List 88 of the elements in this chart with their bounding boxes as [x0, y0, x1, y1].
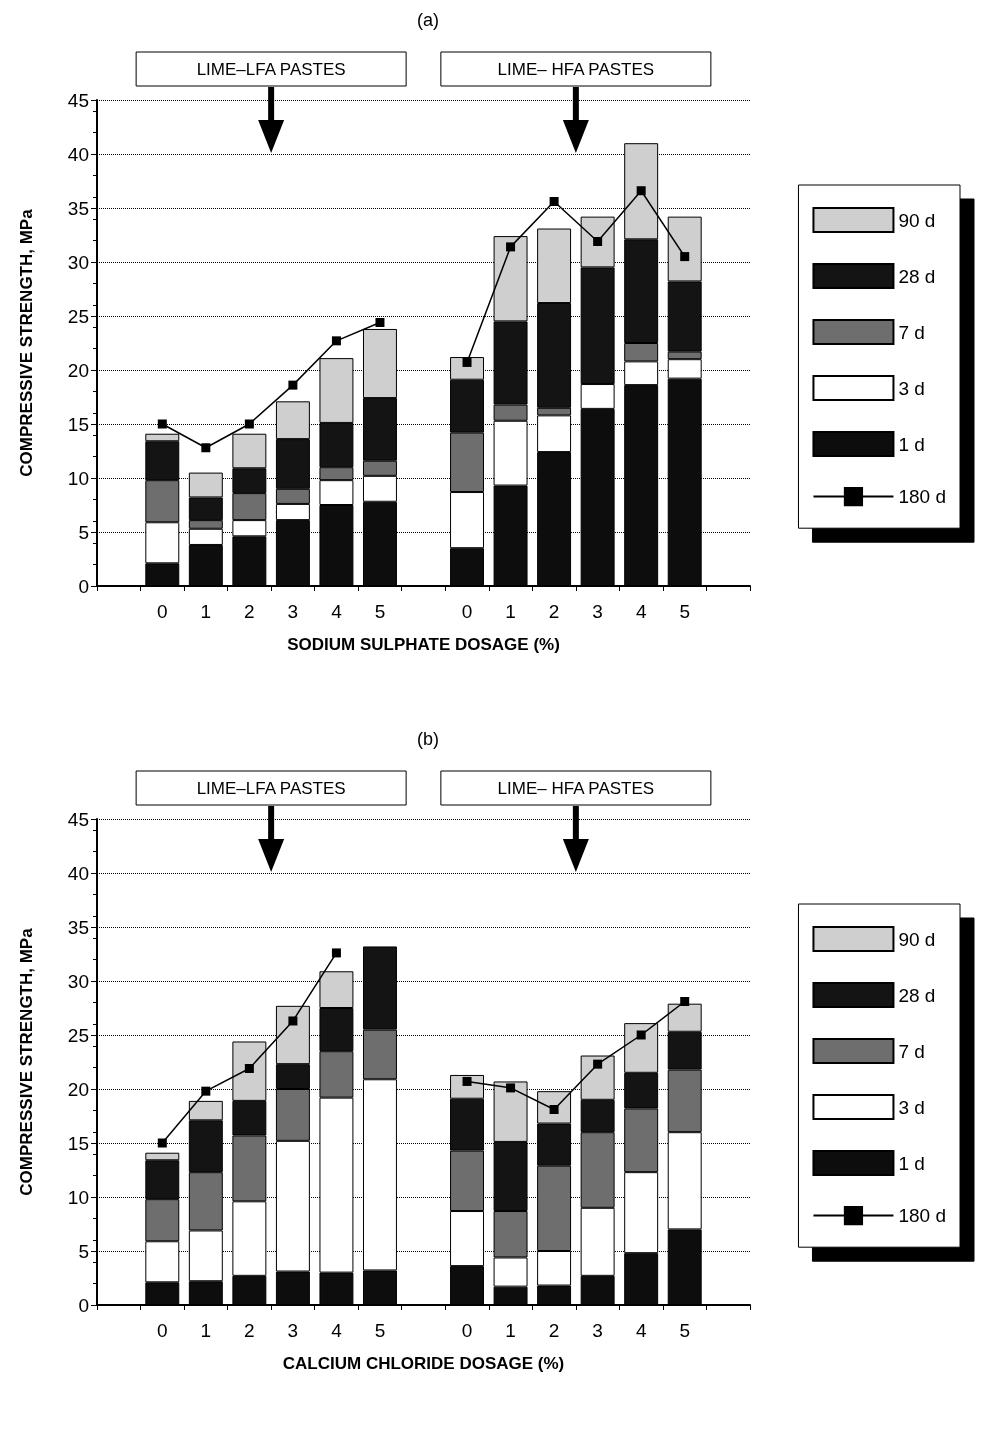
y-tick-label: 20 [67, 1078, 89, 1100]
x-tick-label: 4 [635, 601, 647, 622]
legend-label: 7 d [898, 321, 925, 343]
point [288, 380, 298, 390]
legend-label: 7 d [898, 1040, 925, 1062]
point [462, 357, 472, 367]
x-tick-label: 5 [679, 1320, 690, 1341]
x-tick-label: 3 [287, 601, 299, 622]
y-tick-label: 25 [67, 1024, 89, 1046]
x-tick-label: 1 [505, 1320, 516, 1341]
y-tick-label: 40 [67, 143, 89, 165]
point [506, 242, 516, 252]
x-tick-label: 5 [374, 1320, 386, 1341]
legend-label: 1 d [898, 1152, 925, 1174]
chart-title: (b) [417, 729, 439, 749]
x-tick-label: 3 [592, 601, 603, 622]
legend-label: 90 d [898, 209, 936, 231]
y-tick-label: 30 [67, 970, 89, 992]
y-tick-label: 5 [78, 1240, 89, 1262]
y-tick-label: 35 [67, 916, 89, 938]
y-tick-label: 40 [67, 862, 89, 884]
x-tick-label: 1 [505, 601, 516, 622]
x-axis-title: SODIUM SULPHATE DOSAGE (%) [287, 635, 560, 654]
y-tick-label: 5 [78, 521, 89, 543]
x-tick-label: 1 [200, 601, 212, 622]
point [331, 336, 341, 346]
point [506, 1083, 516, 1093]
x-tick-label: 4 [331, 601, 343, 622]
chart-title: (a) [417, 10, 439, 30]
y-tick-label: 15 [67, 413, 89, 435]
point [244, 1063, 254, 1073]
y-tick-label: 0 [78, 575, 89, 597]
x-tick-label: 5 [374, 601, 386, 622]
text: LIME– HFA PASTES [497, 59, 655, 79]
point [680, 252, 690, 262]
y-tick-label: 15 [67, 1132, 89, 1154]
y-tick-label: 10 [67, 1186, 89, 1208]
x-tick-label: 3 [287, 1320, 299, 1341]
point [462, 1076, 472, 1086]
point [636, 186, 646, 196]
legend-label: 180 d [898, 486, 946, 508]
point [157, 419, 167, 429]
text: LIME–LFA PASTES [196, 59, 346, 79]
legend-label: 3 d [898, 377, 925, 399]
x-tick-label: 0 [157, 1320, 168, 1341]
y-tick-label: 25 [67, 305, 89, 327]
point [375, 317, 385, 327]
legend-label: 90 d [898, 928, 936, 950]
point [288, 1016, 298, 1026]
y-tick-label: 10 [67, 467, 89, 489]
text: LIME–LFA PASTES [196, 778, 346, 798]
x-tick-label: 4 [331, 1320, 343, 1341]
y-tick-label: 0 [78, 1294, 89, 1316]
point [636, 1030, 646, 1040]
x-tick-label: 2 [244, 601, 255, 622]
x-tick-label: 2 [244, 1320, 255, 1341]
point [593, 1059, 603, 1069]
legend-label: 28 d [898, 984, 936, 1006]
y-tick-label: 45 [67, 808, 89, 830]
x-tick-label: 2 [548, 601, 560, 622]
x-tick-label: 5 [679, 601, 690, 622]
legend-label: 28 d [898, 265, 936, 287]
x-tick-label: 3 [592, 1320, 603, 1341]
x-tick-label: 0 [157, 601, 168, 622]
point [157, 1138, 167, 1148]
y-axis-title: COMPRESSIVE STRENGTH, MPa [17, 208, 36, 477]
x-tick-label: 1 [200, 1320, 212, 1341]
x-tick-label: 0 [461, 601, 473, 622]
legend-label: 3 d [898, 1096, 925, 1118]
y-tick-label: 30 [67, 251, 89, 273]
point [549, 197, 559, 207]
point [331, 948, 341, 958]
point [201, 1086, 211, 1096]
y-tick-label: 35 [67, 197, 89, 219]
y-tick-label: 45 [67, 89, 89, 111]
text: LIME– HFA PASTES [497, 778, 655, 798]
legend-label: 1 d [898, 433, 925, 455]
x-tick-label: 4 [635, 1320, 647, 1341]
x-axis-title: CALCIUM CHLORIDE DOSAGE (%) [282, 1354, 565, 1373]
legend-label: 180 d [898, 1205, 946, 1227]
point [244, 419, 254, 429]
x-tick-label: 0 [461, 1320, 473, 1341]
point [201, 443, 211, 453]
y-axis-title: COMPRESSIVE STRENGTH, MPa [17, 927, 36, 1196]
x-tick-label: 2 [548, 1320, 560, 1341]
point [680, 997, 690, 1007]
point [593, 236, 603, 246]
y-tick-label: 20 [67, 359, 89, 381]
